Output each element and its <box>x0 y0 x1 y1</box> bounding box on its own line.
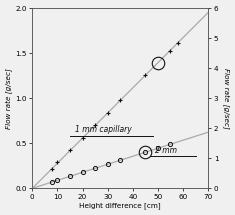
Y-axis label: Flow rate [g/sec]: Flow rate [g/sec] <box>6 68 12 129</box>
Text: 1 mm capillary: 1 mm capillary <box>75 125 132 134</box>
Text: 2 mm: 2 mm <box>155 146 177 155</box>
Y-axis label: Flow rate [g/sec]: Flow rate [g/sec] <box>223 68 229 129</box>
X-axis label: Height difference [cm]: Height difference [cm] <box>79 203 161 209</box>
